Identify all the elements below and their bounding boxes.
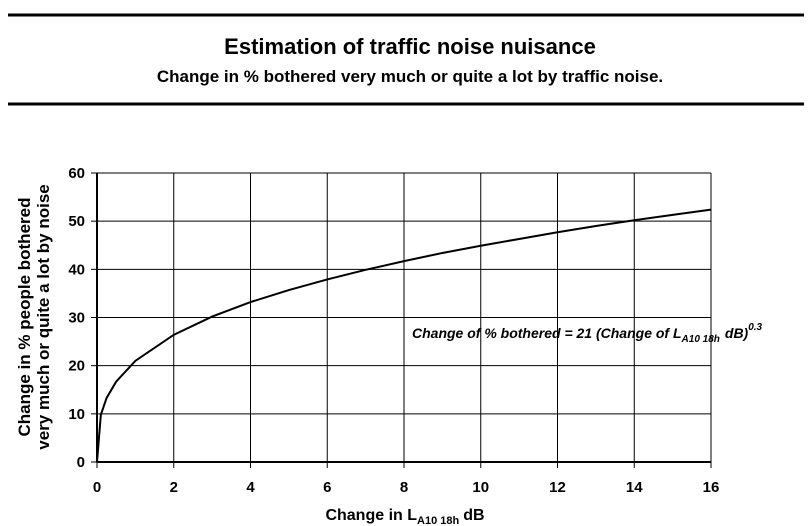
x-tick-label: 10 xyxy=(472,479,489,496)
y-label-line: Change in % people bothered xyxy=(15,198,34,437)
y-axis-label: Change in % people bothered very much or… xyxy=(15,184,53,449)
x-label-text: Change in L xyxy=(325,507,417,524)
x-tick-label: 8 xyxy=(400,479,408,496)
chart-title: Estimation of traffic noise nuisance xyxy=(224,34,596,59)
x-label-unit: dB xyxy=(463,507,484,524)
annotation-sub: A10 18h xyxy=(681,334,720,345)
x-tick-label: 0 xyxy=(93,479,101,496)
annotation-text: Change of % bothered = 21 (Change of L xyxy=(412,325,682,341)
x-label-sub: A10 18h xyxy=(417,515,459,526)
x-tick-label: 4 xyxy=(246,479,255,496)
y-tick-label: 20 xyxy=(68,358,85,375)
y-tick-label: 50 xyxy=(68,213,85,230)
x-tick-label: 2 xyxy=(170,479,178,496)
y-tick-label: 60 xyxy=(68,165,85,182)
annotation-text: dB) xyxy=(725,325,749,341)
chart-subtitle: Change in % bothered very much or quite … xyxy=(157,67,663,86)
y-tick-label: 10 xyxy=(68,406,85,423)
annotation-sup: 0.3 xyxy=(748,322,762,333)
x-tick-label: 12 xyxy=(549,479,566,496)
x-tick-label: 6 xyxy=(323,479,331,496)
x-axis-label: Change in LA10 18h dB xyxy=(325,507,484,526)
y-label-line: very much or quite a lot by noise xyxy=(34,184,53,449)
x-tick-label: 14 xyxy=(626,479,643,496)
y-tick-label: 30 xyxy=(68,310,85,327)
x-tick-label: 16 xyxy=(703,479,720,496)
annotation: Change of % bothered = 21 (Change of LA1… xyxy=(412,322,763,345)
y-tick-label: 40 xyxy=(68,261,85,278)
y-tick-label: 0 xyxy=(77,454,85,471)
line-series xyxy=(96,208,712,463)
